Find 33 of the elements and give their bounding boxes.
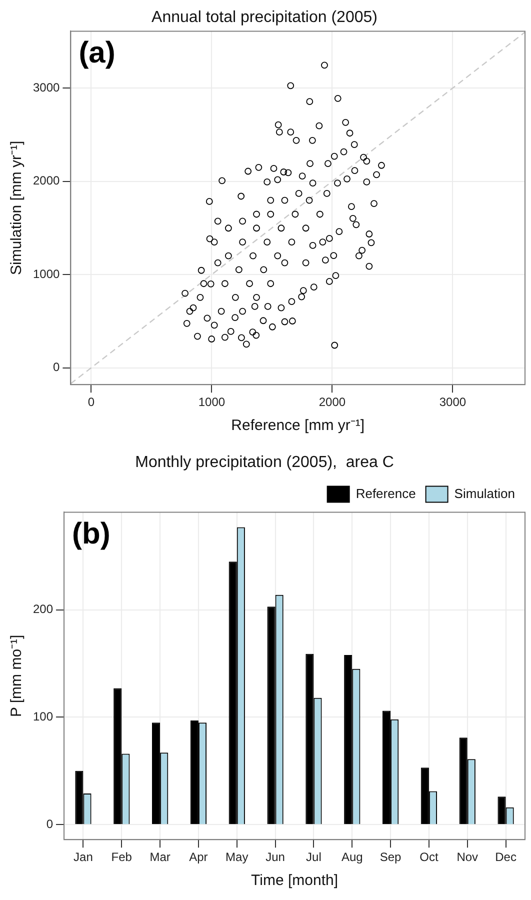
x-tick-label: Mar — [150, 850, 170, 864]
y-axis-title: P [mm mo⁻¹] — [8, 634, 26, 718]
x-tick-label: Feb — [111, 850, 132, 864]
x-tick-label: Sep — [380, 850, 402, 864]
y-tick-label: 100 — [32, 710, 54, 724]
x-axis-title: Reference [mm yr⁻¹] — [231, 417, 365, 434]
legend-label: Reference — [356, 486, 416, 501]
x-tick-label: Aug — [341, 850, 363, 864]
y-tick-label: 3000 — [32, 80, 60, 94]
x-tick-label: Dec — [495, 850, 516, 864]
annotation: (a) — [78, 36, 116, 70]
legend-label: Simulation — [454, 486, 516, 501]
y-tick-label: 0 — [53, 360, 60, 374]
y-tick-label: 200 — [32, 602, 54, 616]
x-tick-label: 1000 — [198, 395, 226, 410]
y-axis-title: Simulation [mm yr⁻¹] — [8, 140, 26, 275]
x-tick-label: Nov — [456, 850, 478, 864]
x-tick-label: Apr — [189, 850, 208, 864]
x-tick-label: 3000 — [439, 395, 466, 410]
x-tick-label: Oct — [420, 850, 439, 864]
chart-title: Annual total precipitation (2005) — [152, 9, 378, 26]
y-tick-label: 0 — [46, 816, 54, 831]
x-axis-title: Time [month] — [251, 872, 338, 890]
x-tick-label: May — [226, 850, 248, 864]
y-tick-label: 2000 — [32, 174, 60, 188]
x-tick-label: Jul — [306, 850, 322, 864]
x-tick-label: Jun — [266, 850, 285, 864]
x-tick-label: 2000 — [318, 395, 346, 410]
x-tick-label: 0 — [88, 395, 95, 410]
y-tick-label: 1000 — [32, 266, 60, 281]
annotation: (b) — [72, 517, 110, 550]
x-tick-label: Jan — [74, 850, 93, 864]
chart-title: Monthly precipitation (2005), area C — [135, 454, 394, 472]
